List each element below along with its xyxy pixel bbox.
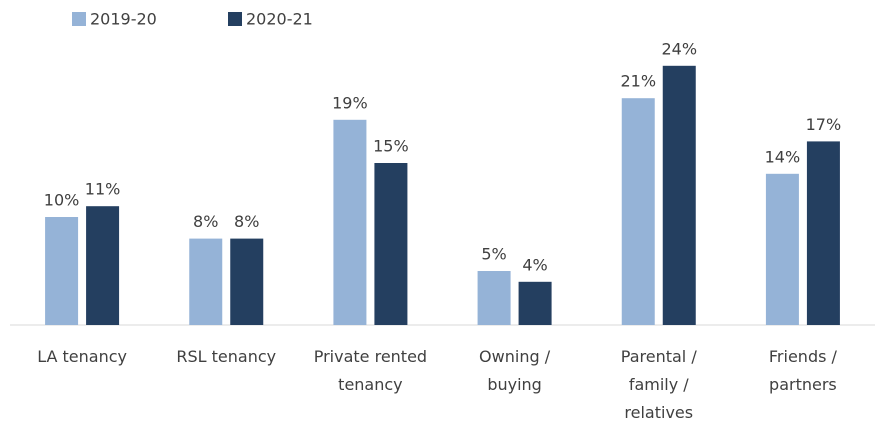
bar <box>86 206 120 325</box>
x-tick-label: Owning / buying <box>479 347 551 394</box>
data-label: 4% <box>522 255 547 274</box>
legend-label: 2020-21 <box>246 10 313 29</box>
bar <box>621 98 655 325</box>
bar <box>45 217 79 325</box>
bar <box>806 141 840 325</box>
bar <box>518 281 552 325</box>
legend-label: 2019-20 <box>90 10 157 29</box>
bar <box>374 163 408 325</box>
data-label: 8% <box>234 212 259 231</box>
bar <box>189 238 223 325</box>
x-tick-label: Friends / partners <box>768 347 837 394</box>
bar <box>765 173 799 325</box>
bar <box>333 119 367 325</box>
x-tick-label: Parental / family / relatives <box>620 347 697 422</box>
legend-swatch <box>72 12 86 26</box>
data-label: 19% <box>332 93 368 112</box>
x-tick-label: LA tenancy <box>37 347 127 366</box>
x-tick-label: Private rented tenancy <box>313 347 428 394</box>
data-label: 11% <box>85 180 121 199</box>
data-label: 14% <box>765 147 801 166</box>
data-label: 24% <box>661 39 697 58</box>
data-label: 5% <box>481 245 506 264</box>
legend-swatch <box>228 12 242 26</box>
data-label: 10% <box>44 191 80 210</box>
bar <box>477 271 511 325</box>
bar <box>662 65 696 326</box>
data-label: 15% <box>373 137 409 156</box>
bar <box>230 238 264 325</box>
data-label: 21% <box>620 72 656 91</box>
x-tick-label: RSL tenancy <box>176 347 277 366</box>
data-label: 17% <box>806 115 842 134</box>
data-label: 8% <box>193 212 218 231</box>
